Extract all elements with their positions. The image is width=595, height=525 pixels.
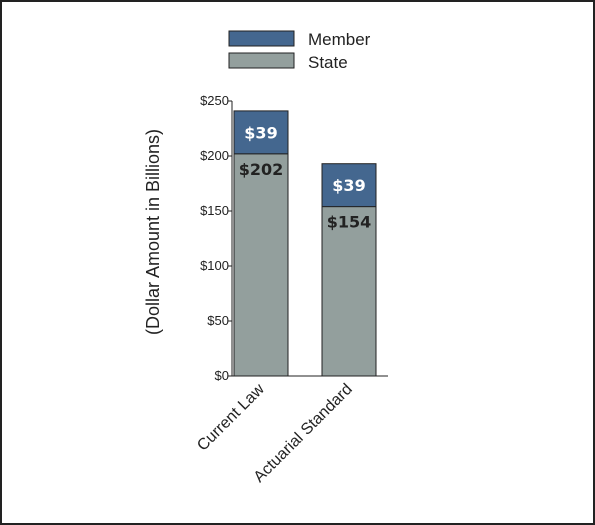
legend-member-swatch — [228, 30, 295, 47]
bar-member — [233, 110, 289, 155]
bar-state — [233, 153, 289, 377]
data-label-state: $154 — [327, 213, 372, 232]
y-tick-label: $50 — [207, 313, 229, 328]
bar-member — [321, 163, 377, 208]
legend-state-swatch — [228, 52, 295, 69]
bar-state — [321, 206, 377, 377]
y-tick-label: $100 — [200, 258, 229, 273]
legend-state-label: State — [308, 53, 348, 72]
y-axis-label: (Dollar Amount in Billions) — [143, 129, 163, 335]
category-label: Current Law — [194, 380, 268, 454]
data-label-member: $39 — [244, 123, 277, 142]
y-tick-label: $250 — [200, 93, 229, 108]
legend: Member State — [228, 30, 371, 72]
legend-member-label: Member — [308, 30, 371, 49]
y-tick-label: $150 — [200, 203, 229, 218]
data-label-state: $202 — [239, 160, 284, 179]
data-label-member: $39 — [332, 176, 365, 195]
bars — [233, 110, 377, 377]
category-label: Actuarial Standard — [251, 381, 356, 486]
y-ticks: $0 $50 $100 $150 $200 $250 — [200, 93, 232, 383]
data-labels: $39 $202 $39 $154 — [239, 123, 372, 231]
y-tick-label: $200 — [200, 148, 229, 163]
y-tick-label: $0 — [215, 368, 229, 383]
